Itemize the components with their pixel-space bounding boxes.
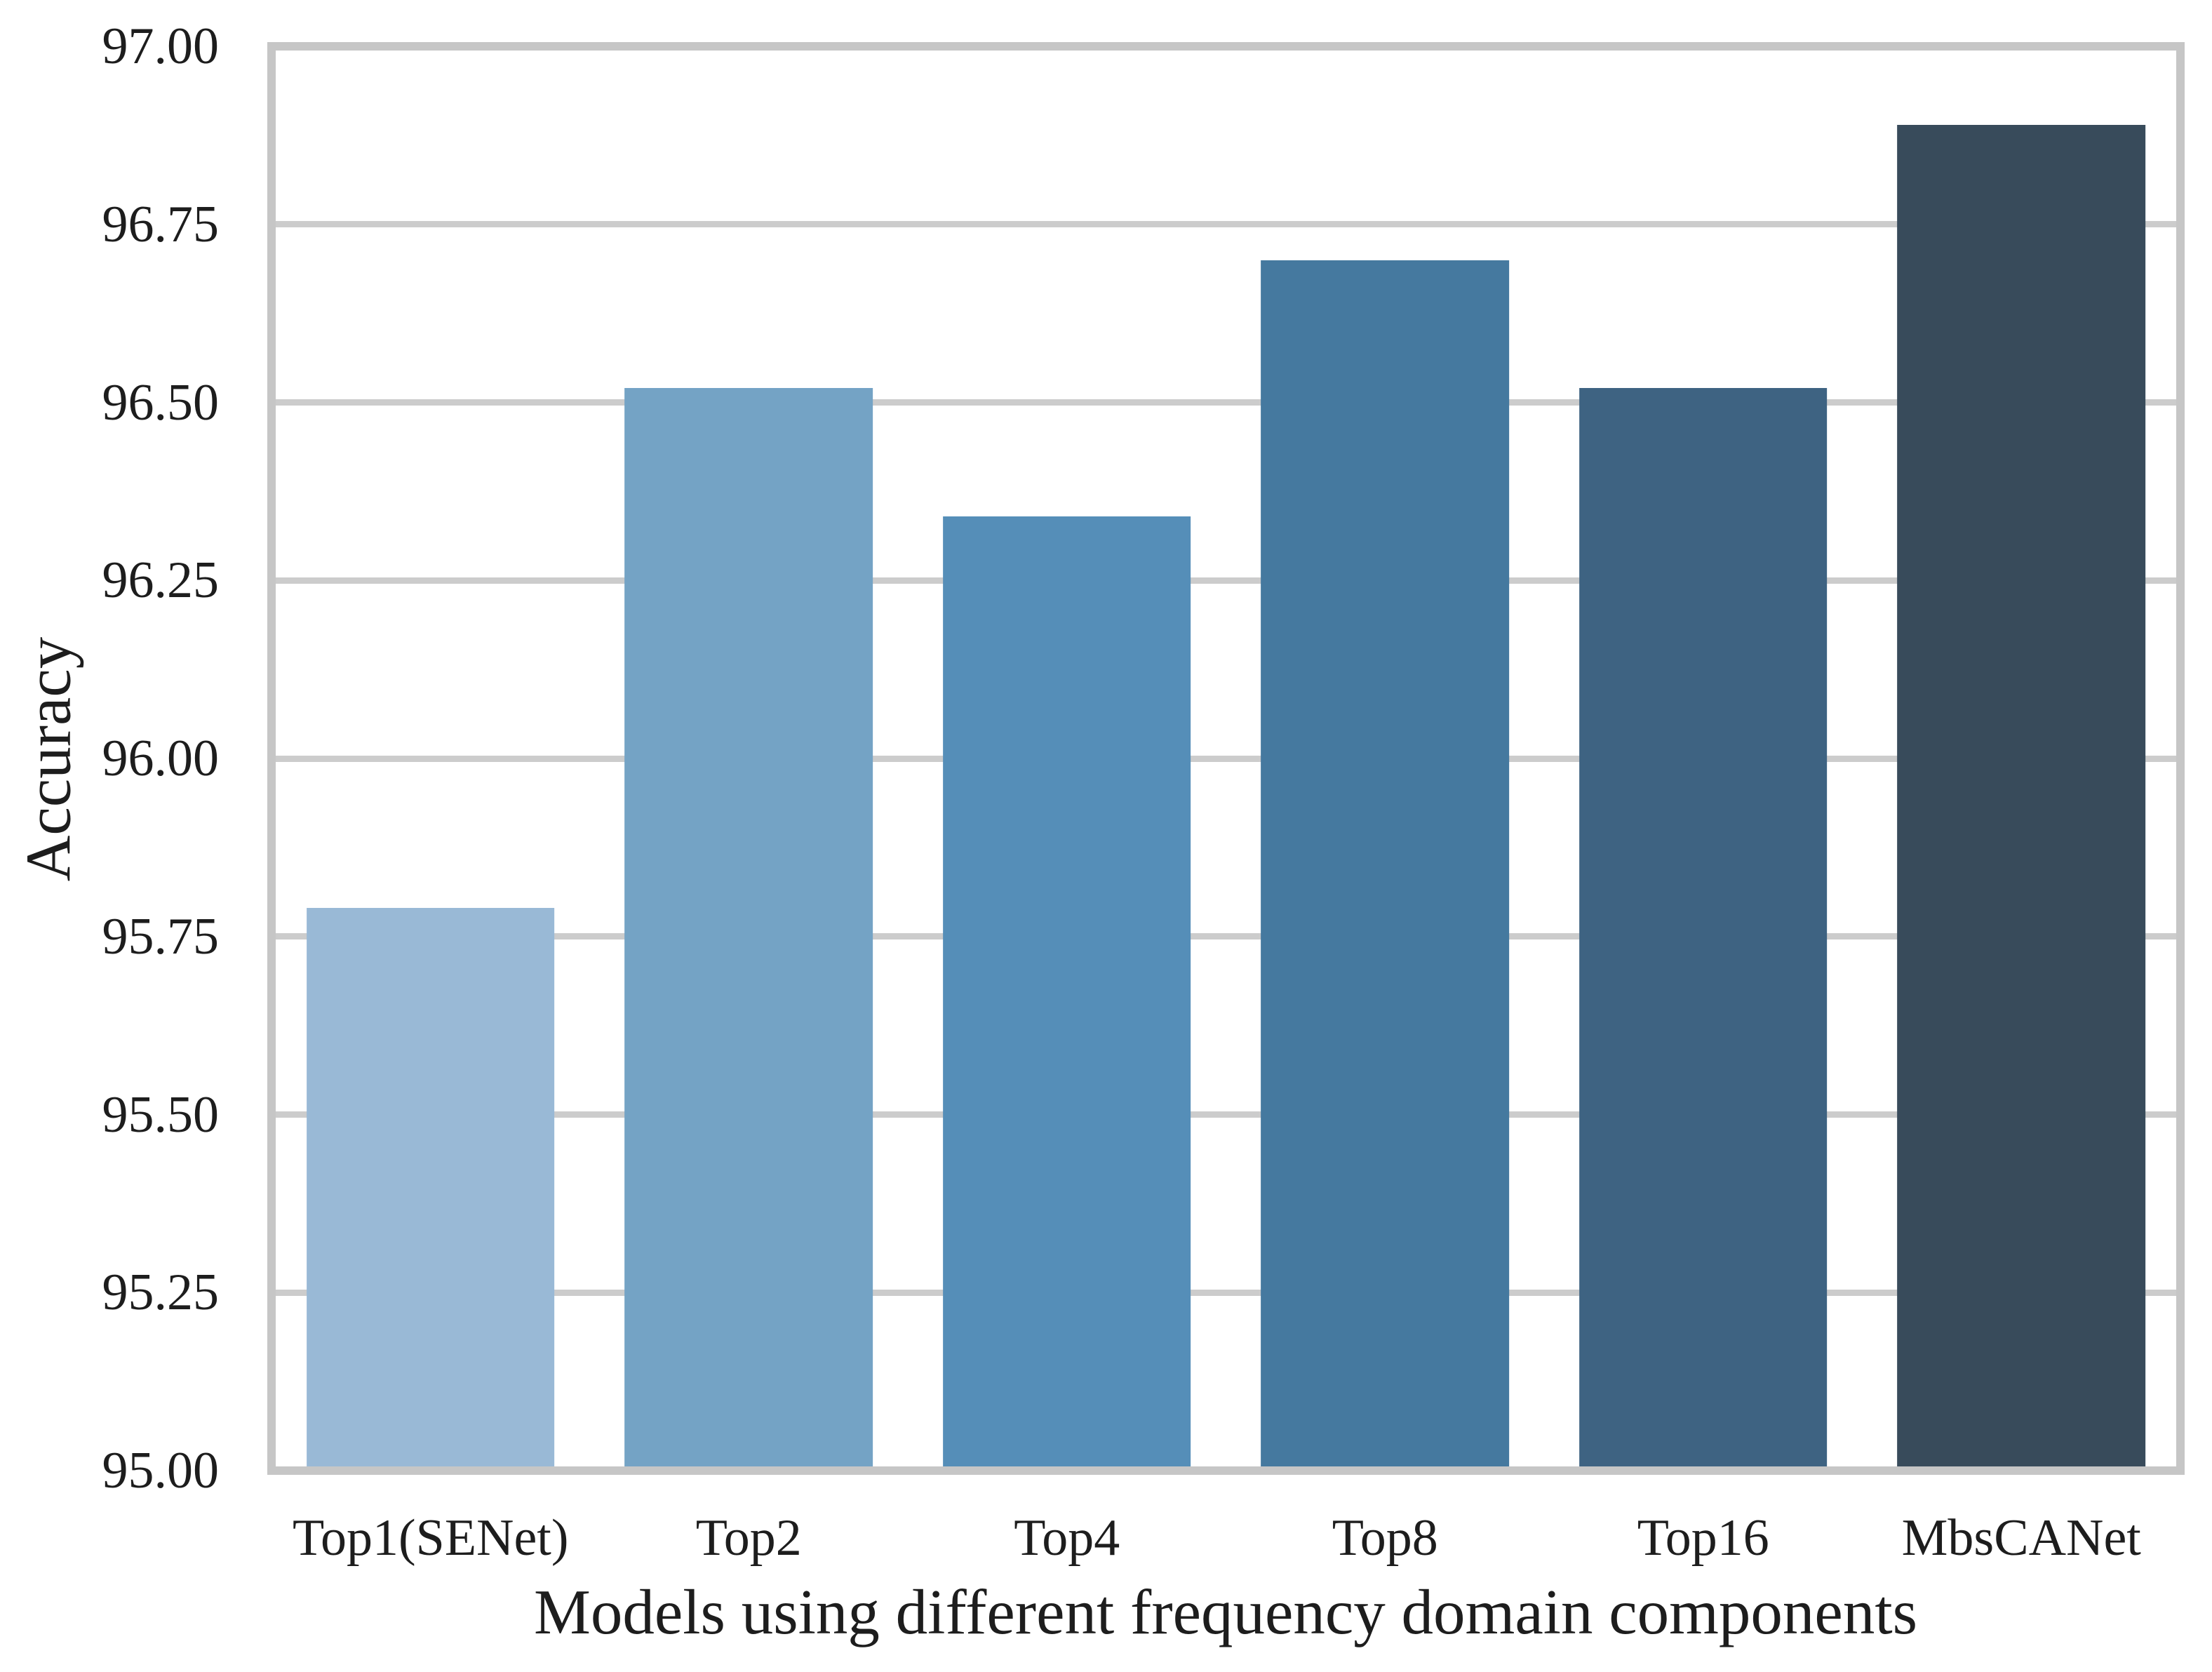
y-tick-label: 96.75 bbox=[102, 195, 220, 253]
x-tick-label: Top16 bbox=[1637, 1509, 1769, 1567]
x-tick-label: Top1(SENet) bbox=[292, 1509, 569, 1567]
y-axis-label: Accuracy bbox=[13, 636, 84, 882]
plot-area bbox=[267, 42, 2185, 1475]
x-axis-ticks: Top1(SENet) Top2 Top4 Top8 Top16 MbsCANet bbox=[272, 1509, 2180, 1586]
y-tick-label: 96.25 bbox=[102, 551, 220, 610]
gridline bbox=[272, 933, 2180, 940]
gridline bbox=[272, 399, 2180, 406]
gridline bbox=[272, 577, 2180, 584]
x-axis-label: Models using different frequency domain … bbox=[533, 1577, 1918, 1647]
gridline bbox=[272, 1289, 2180, 1296]
x-tick-label: MbsCANet bbox=[1901, 1509, 2141, 1567]
bar-top16 bbox=[1578, 388, 1828, 1471]
y-tick-label: 95.00 bbox=[102, 1442, 220, 1499]
y-tick-label: 95.75 bbox=[102, 907, 220, 965]
y-tick-label: 97.00 bbox=[102, 18, 220, 75]
x-tick-label: Top4 bbox=[1014, 1509, 1120, 1567]
gridline bbox=[272, 1111, 2180, 1118]
bar-top8 bbox=[1261, 260, 1510, 1471]
y-axis-ticks: 97.00 96.75 96.50 96.25 96.00 95.75 95.50 95.25… bbox=[0, 20, 220, 1497]
bar-top1-senet bbox=[306, 908, 555, 1471]
bar-top4 bbox=[942, 516, 1191, 1471]
gridline bbox=[272, 755, 2180, 762]
x-tick-label: Top2 bbox=[695, 1509, 802, 1567]
y-tick-label: 96.50 bbox=[102, 373, 220, 432]
gridline bbox=[272, 221, 2180, 228]
bar-top2 bbox=[624, 388, 873, 1471]
x-tick-label: Top8 bbox=[1332, 1509, 1438, 1567]
y-tick-label: 95.50 bbox=[102, 1085, 220, 1144]
y-tick-label: 95.25 bbox=[102, 1264, 220, 1322]
y-tick-label: 96.00 bbox=[102, 730, 220, 787]
bar-mbscanet bbox=[1897, 124, 2146, 1471]
